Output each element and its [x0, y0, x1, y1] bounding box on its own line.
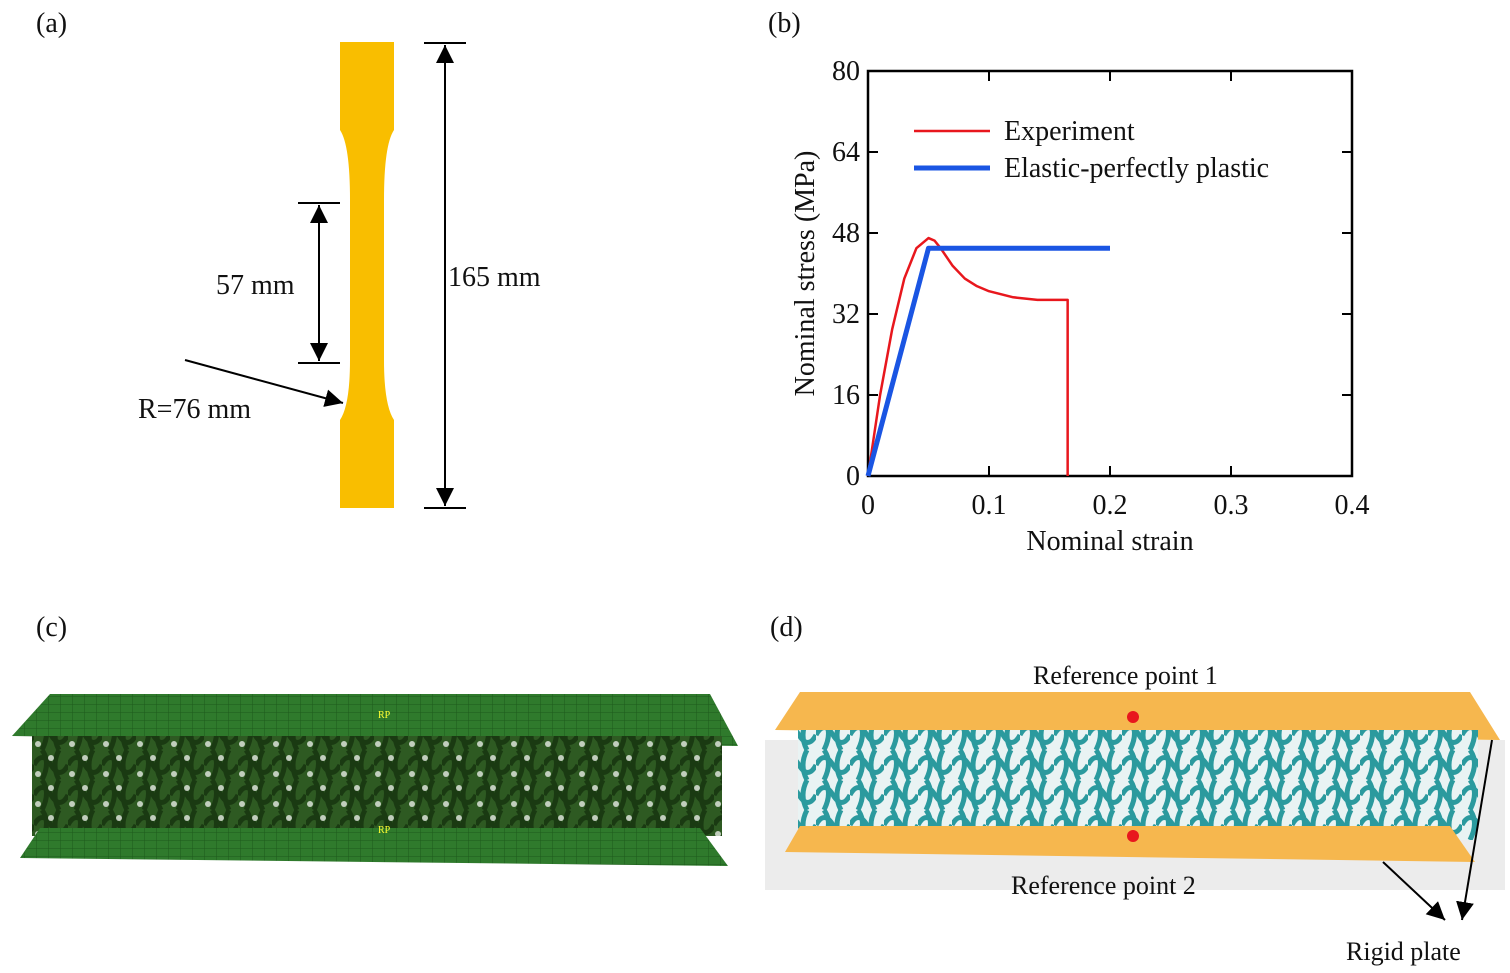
y-tick-label: 32	[832, 299, 860, 330]
x-tick-label: 0.4	[1335, 490, 1370, 521]
rp-label: RP	[378, 825, 391, 836]
dimension-label: 57 mm	[216, 270, 295, 301]
annotation: Reference point 1	[1033, 661, 1218, 690]
lattice	[798, 730, 1478, 840]
y-tick-label: 0	[846, 461, 860, 492]
dimension-label: R=76 mm	[138, 394, 251, 425]
x-tick-label: 0.3	[1214, 490, 1249, 521]
series-line	[866, 236, 1069, 477]
reference-point	[1127, 830, 1139, 842]
rp-label: RP	[378, 710, 391, 721]
panel-label: (a)	[36, 8, 67, 39]
pointer-arrow	[1456, 739, 1493, 921]
panel-label: (b)	[768, 8, 801, 39]
x-tick-label: 0.1	[972, 490, 1007, 521]
legend-label: Elastic-perfectly plastic	[1004, 153, 1269, 184]
panel-label: (d)	[770, 612, 803, 643]
annotation: Reference point 2	[1011, 871, 1196, 900]
lattice	[32, 736, 722, 836]
y-tick-label: 64	[832, 137, 860, 168]
dimension-label: 165 mm	[448, 262, 541, 293]
chart: 0 0.1 0.2 0.3 0.4 0 16 32 48 64 80 Nominal strain No…	[790, 56, 1370, 557]
y-tick-label: 16	[832, 380, 860, 411]
legend-label: Experiment	[1004, 116, 1135, 147]
pointer-arrow	[1382, 861, 1446, 921]
y-tick-label: 48	[832, 218, 860, 249]
reference-point	[1127, 711, 1139, 723]
top-plate	[12, 694, 738, 746]
x-axis-label: Nominal strain	[1026, 526, 1193, 557]
bottom-plate	[785, 826, 1475, 862]
y-axis-label: Nominal stress (MPa)	[790, 151, 821, 397]
panel-label: (c)	[36, 612, 67, 643]
x-tick-label: 0.2	[1093, 490, 1128, 521]
bottom-plate	[20, 828, 728, 866]
radius-arrow	[184, 359, 344, 407]
series-line	[865, 245, 1110, 477]
specimen	[340, 42, 394, 508]
x-tick-label: 0	[861, 490, 875, 521]
annotation: Rigid plate	[1346, 937, 1461, 966]
y-tick-label: 80	[832, 56, 860, 87]
